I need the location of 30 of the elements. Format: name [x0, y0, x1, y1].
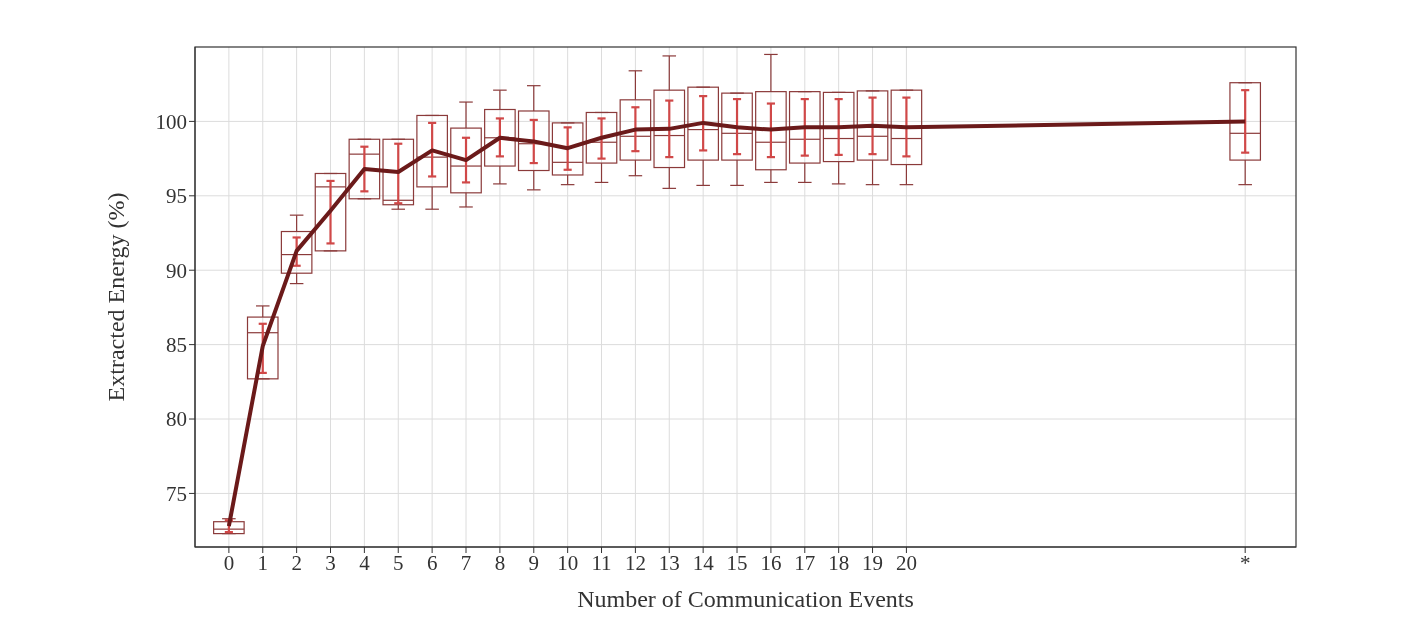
- y-tick-label: 100: [155, 109, 187, 134]
- x-tick-label: 17: [794, 550, 816, 575]
- y-tick-label: 95: [166, 184, 187, 209]
- x-tick-label: 14: [692, 550, 715, 575]
- x-tick-label: 19: [862, 550, 884, 575]
- x-axis-title: Number of Communication Events: [577, 586, 914, 612]
- x-tick-label: 18: [828, 550, 850, 575]
- x-tick-label: 0: [223, 550, 235, 575]
- y-tick-label: 75: [166, 481, 187, 506]
- x-tick-label: 10: [557, 550, 579, 575]
- x-tick-label: 1: [257, 550, 268, 575]
- x-tick-label: 4: [359, 550, 371, 575]
- y-axis-title: Extracted Energy (%): [102, 192, 129, 402]
- x-tick-label: 5: [393, 550, 404, 575]
- x-tick-label: 9: [528, 550, 540, 575]
- x-tick-label: 11: [591, 550, 612, 575]
- x-tick-label: 3: [325, 550, 336, 575]
- y-tick-label: 90: [166, 258, 187, 283]
- x-tick-label: 6: [426, 550, 438, 575]
- x-tick-label: 16: [760, 550, 782, 575]
- y-tick-label: 85: [166, 333, 187, 358]
- x-tick-label: 20: [895, 550, 917, 575]
- x-tick-label: 2: [291, 550, 302, 575]
- x-tick-label: 8: [494, 550, 506, 575]
- y-tick-label: 80: [166, 407, 187, 432]
- x-tick-label: 7: [460, 550, 472, 575]
- x-tick-label: 15: [726, 550, 748, 575]
- x-tick-label: *: [1239, 550, 1251, 575]
- x-tick-label: 13: [658, 550, 680, 575]
- x-tick-label: 12: [624, 550, 646, 575]
